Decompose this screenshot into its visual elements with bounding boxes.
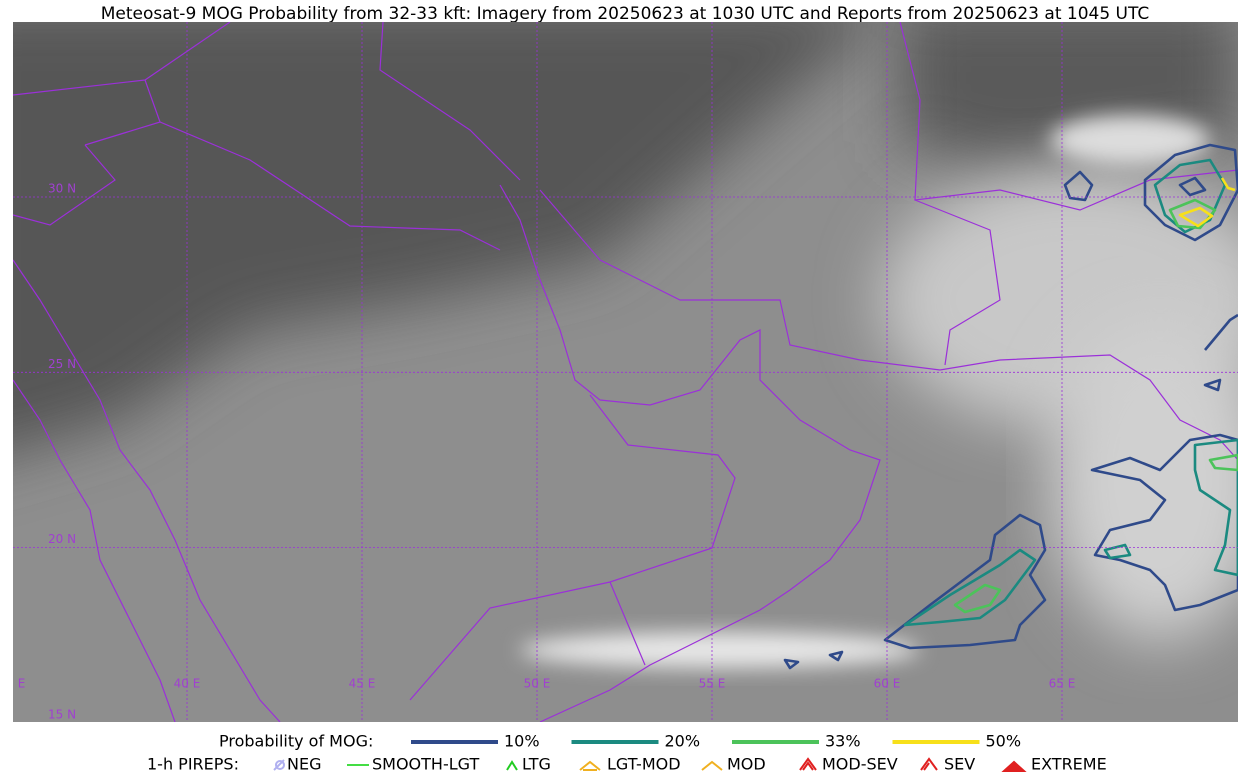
legend: Probability of MOG: 1-h PIREPS: 10% 20% 33…: [147, 732, 1107, 774]
cloud: [520, 632, 920, 668]
legend-label: 20%: [665, 732, 701, 751]
legend-title: Probability of MOG:: [219, 732, 373, 751]
legend-label: NEG: [287, 755, 321, 774]
legend-label: SEV: [944, 755, 975, 774]
dry-air: [13, 22, 875, 452]
mog-contours: [783, 143, 1238, 670]
lon-label: 65 E: [1049, 677, 1076, 691]
lat-label: 20 N: [48, 532, 76, 546]
graticule: 35 E 40 E 45 E 50 E 55 E 60 E 65 E 30 N 25 N 20 N…: [0, 22, 1238, 722]
cloud: [1050, 115, 1210, 165]
legend-title: 1-h PIREPS:: [147, 755, 239, 774]
title: Meteosat-9 MOG Probability from 32-33 kf…: [101, 4, 1150, 24]
lat-label: 30 N: [48, 182, 76, 196]
lon-label: 50 E: [524, 677, 551, 691]
lon-label: 40 E: [174, 677, 201, 691]
borders: [13, 22, 1238, 722]
pirep-icon: [1001, 760, 1027, 772]
legend-label: EXTREME: [1031, 755, 1107, 774]
lon-label: 35 E: [0, 677, 25, 691]
pirep-icon: [701, 760, 723, 771]
legend-label: LTG: [522, 755, 551, 774]
pirep-icon: [799, 757, 817, 771]
legend-label: MOD: [727, 755, 766, 774]
lat-label: 25 N: [48, 357, 76, 371]
lat-label: 15 N: [48, 707, 76, 721]
lon-label: 55 E: [699, 677, 726, 691]
legend-label: 10%: [504, 732, 540, 751]
cloud: [1050, 320, 1238, 640]
pirep-icon: [579, 760, 601, 771]
lon-label: 60 E: [874, 677, 901, 691]
legend-label: 50%: [986, 732, 1022, 751]
map: 35 E 40 E 45 E 50 E 55 E 60 E 65 E 30 N 25 N 20 N…: [0, 22, 1238, 722]
pirep-icon: [506, 760, 518, 771]
lon-label: 45 E: [349, 677, 376, 691]
legend-label: MOD-SEV: [822, 755, 898, 774]
legend-label: SMOOTH-LGT: [372, 755, 479, 774]
legend-label: 33%: [825, 732, 861, 751]
legend-label: LGT-MOD: [607, 755, 681, 774]
pirep-icon: [273, 759, 286, 771]
pirep-icon: [920, 757, 938, 771]
